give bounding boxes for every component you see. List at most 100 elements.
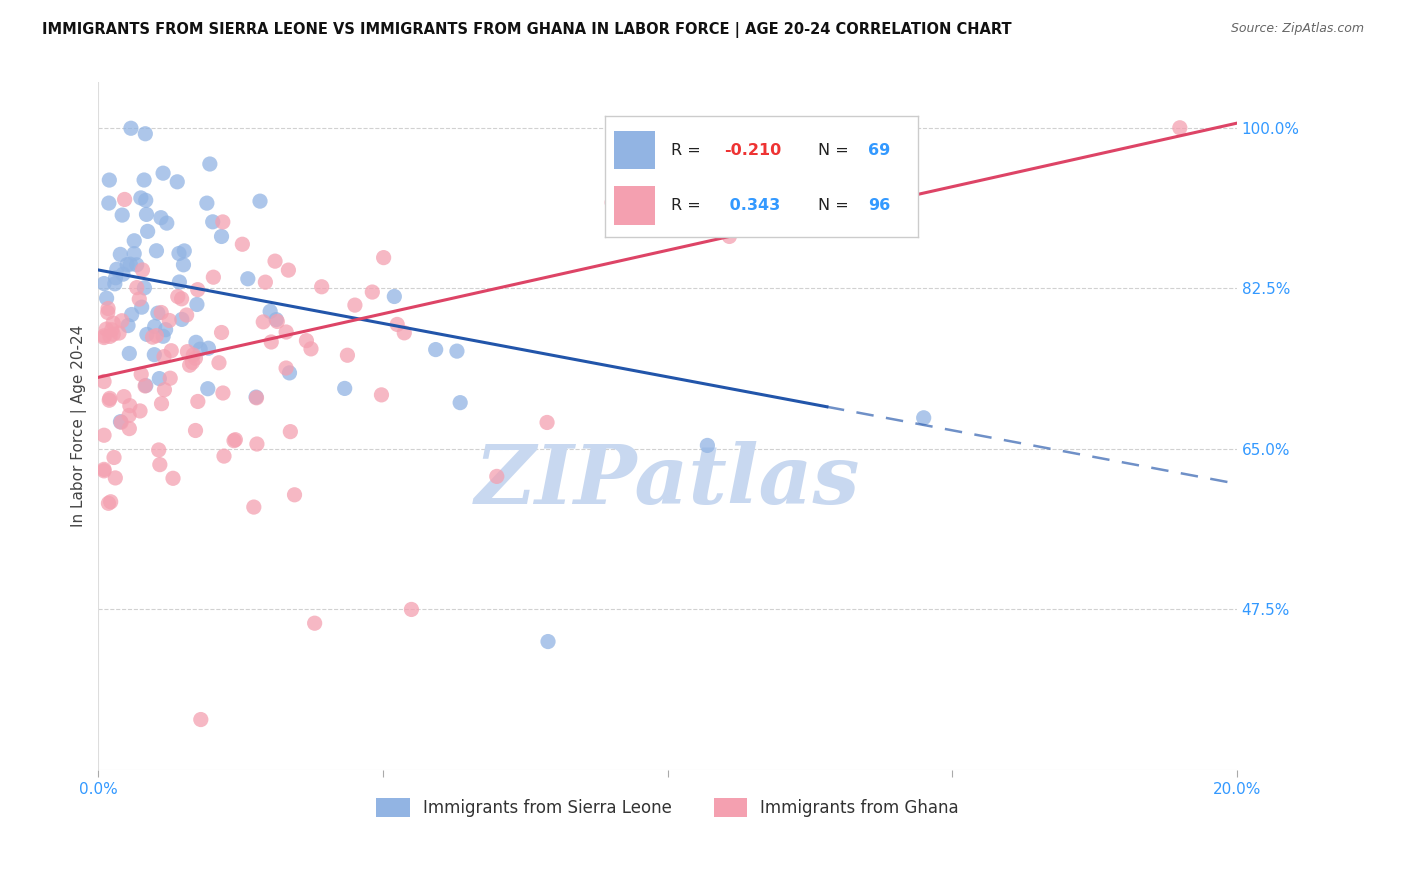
- Point: [299, 342, 322, 356]
- Point: [118, 346, 141, 360]
- Point: [195, 196, 218, 211]
- Point: [117, 318, 139, 333]
- Point: [336, 348, 359, 362]
- Point: [169, 275, 191, 289]
- Point: [150, 305, 173, 319]
- Point: [295, 334, 318, 348]
- Point: [231, 237, 253, 252]
- Point: [696, 438, 718, 452]
- Point: [333, 381, 356, 395]
- Point: [118, 409, 141, 423]
- Point: [148, 371, 170, 385]
- Point: [135, 327, 157, 342]
- Point: [129, 404, 152, 418]
- Point: [170, 312, 193, 326]
- Point: [97, 196, 120, 211]
- Legend: Immigrants from Sierra Leone, Immigrants from Ghana: Immigrants from Sierra Leone, Immigrants…: [370, 791, 966, 823]
- Point: [121, 308, 143, 322]
- Point: [114, 193, 136, 207]
- Point: [245, 390, 267, 404]
- Point: [128, 292, 150, 306]
- Point: [131, 300, 153, 314]
- Point: [387, 318, 409, 332]
- Point: [108, 326, 131, 340]
- Point: [98, 329, 121, 343]
- Point: [254, 275, 277, 289]
- Point: [143, 348, 166, 362]
- Point: [179, 358, 201, 372]
- Point: [202, 270, 225, 285]
- Point: [600, 195, 623, 210]
- Text: Source: ZipAtlas.com: Source: ZipAtlas.com: [1230, 22, 1364, 36]
- Point: [304, 616, 326, 631]
- Point: [370, 388, 392, 402]
- Point: [93, 464, 115, 478]
- Point: [259, 304, 281, 318]
- Point: [136, 224, 159, 238]
- Point: [446, 344, 468, 359]
- Point: [280, 425, 302, 439]
- Point: [110, 415, 132, 429]
- Point: [97, 305, 120, 319]
- Point: [118, 399, 141, 413]
- Point: [197, 341, 219, 355]
- Point: [236, 272, 259, 286]
- Point: [118, 421, 141, 435]
- Point: [105, 262, 128, 277]
- Point: [266, 314, 288, 328]
- Point: [187, 283, 209, 297]
- Point: [104, 277, 127, 291]
- Point: [243, 500, 266, 514]
- Point: [122, 234, 145, 248]
- Point: [343, 298, 366, 312]
- Point: [125, 258, 148, 272]
- Point: [311, 279, 333, 293]
- Point: [134, 281, 156, 295]
- Point: [97, 301, 120, 316]
- Point: [382, 289, 405, 303]
- Point: [155, 323, 177, 337]
- Point: [159, 371, 181, 385]
- Point: [264, 312, 287, 326]
- Point: [537, 634, 560, 648]
- Point: [93, 328, 115, 343]
- Point: [93, 277, 115, 291]
- Point: [425, 343, 447, 357]
- Point: [224, 433, 246, 447]
- Point: [246, 437, 269, 451]
- Point: [197, 382, 219, 396]
- Point: [93, 462, 115, 476]
- Point: [170, 292, 193, 306]
- Point: [184, 424, 207, 438]
- Point: [198, 157, 221, 171]
- Point: [361, 285, 384, 299]
- Point: [101, 323, 124, 337]
- Point: [278, 366, 301, 380]
- Point: [166, 175, 188, 189]
- Point: [135, 194, 157, 208]
- Point: [162, 471, 184, 485]
- Point: [134, 127, 156, 141]
- Point: [93, 330, 115, 344]
- Point: [153, 350, 176, 364]
- Point: [201, 215, 224, 229]
- Point: [186, 297, 208, 311]
- Point: [274, 361, 297, 376]
- Point: [401, 602, 423, 616]
- Point: [104, 270, 127, 285]
- Point: [912, 410, 935, 425]
- Point: [110, 415, 132, 429]
- Point: [222, 434, 245, 448]
- Point: [187, 394, 209, 409]
- Point: [264, 254, 287, 268]
- Point: [131, 263, 153, 277]
- Point: [394, 326, 416, 340]
- Point: [96, 291, 118, 305]
- Point: [143, 319, 166, 334]
- Point: [120, 121, 142, 136]
- Point: [150, 397, 173, 411]
- Point: [93, 428, 115, 442]
- Point: [101, 316, 124, 330]
- Point: [146, 306, 169, 320]
- Point: [115, 258, 138, 272]
